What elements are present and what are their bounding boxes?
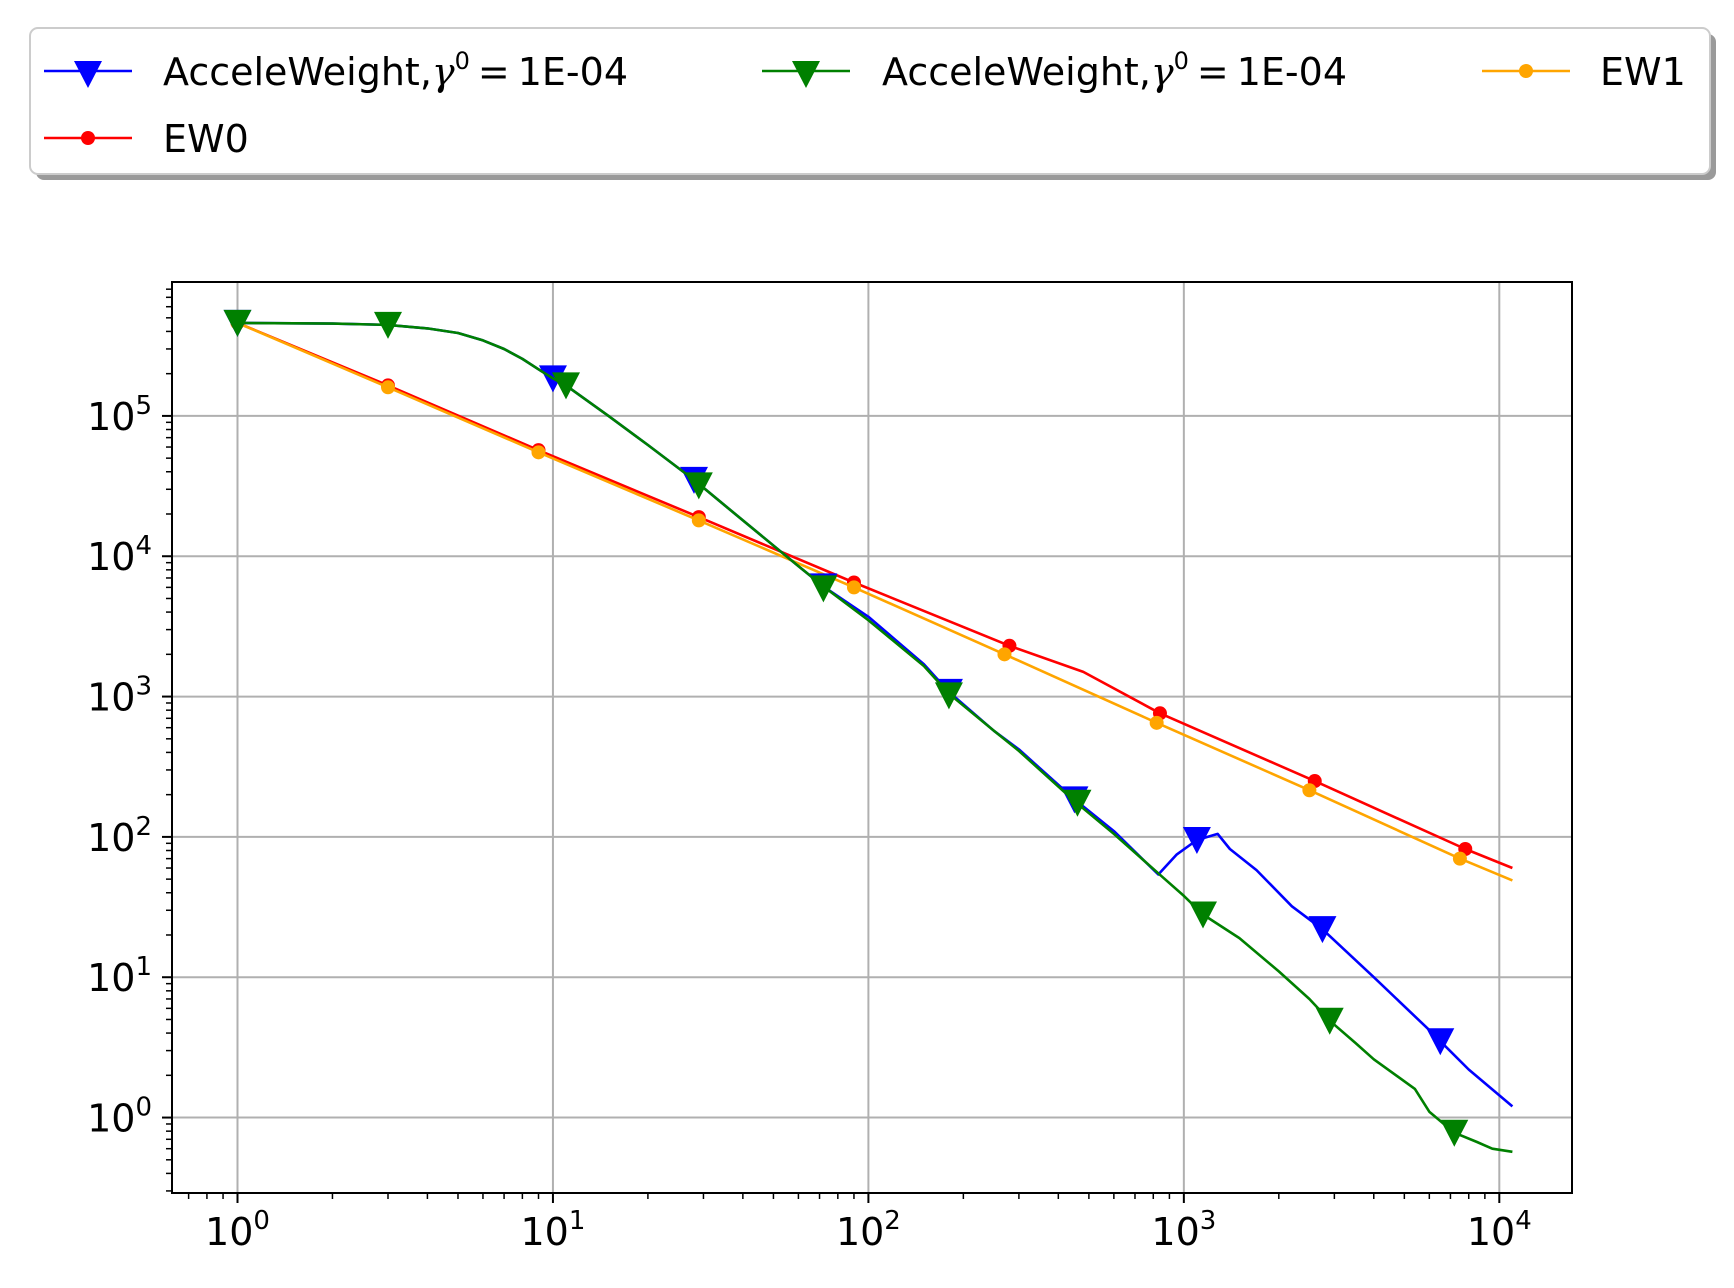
series-4-point bbox=[1452, 851, 1467, 866]
series-4-point bbox=[846, 580, 861, 595]
legend-frame bbox=[29, 27, 1711, 175]
y-tick-label-exp: 3 bbox=[135, 672, 152, 702]
y-tick-label-exp: 0 bbox=[135, 1093, 152, 1123]
legend-marker-series-1 bbox=[74, 61, 102, 88]
y-tick-label: 104 bbox=[87, 531, 152, 579]
legend-label-series-3: EW0 bbox=[163, 117, 249, 161]
y-tick-label-exp: 4 bbox=[135, 531, 152, 561]
series-2-point bbox=[1315, 1007, 1344, 1035]
y-tick-label-base: 10 bbox=[87, 816, 135, 860]
series-1-point bbox=[1426, 1028, 1455, 1056]
x-tick-label-exp: 1 bbox=[569, 1206, 586, 1236]
y-tick-label-base: 10 bbox=[87, 1097, 135, 1141]
x-tick-label: 104 bbox=[1467, 1206, 1532, 1254]
y-tick-label: 101 bbox=[87, 952, 152, 1000]
x-tick-label: 103 bbox=[1151, 1206, 1216, 1254]
series-2-point bbox=[552, 372, 581, 400]
series-2-point bbox=[1188, 901, 1217, 929]
legend-marker-series-4 bbox=[1519, 64, 1533, 78]
legend-marker-series-2 bbox=[792, 61, 820, 88]
series-2-point bbox=[374, 311, 403, 339]
y-tick-label-base: 10 bbox=[87, 535, 135, 579]
series-4-point bbox=[1302, 783, 1317, 798]
legend-label-series-1: AcceleWeight,γ0 = 1E-04 bbox=[163, 47, 628, 94]
plot-frame bbox=[171, 281, 1573, 1194]
x-tick-label-base: 10 bbox=[520, 1210, 568, 1254]
x-tick-label: 102 bbox=[836, 1206, 901, 1254]
y-tick-label: 102 bbox=[87, 812, 152, 860]
x-axis: 100 101 102 103 104 bbox=[205, 1193, 1532, 1254]
x-tick-label-exp: 4 bbox=[1515, 1206, 1532, 1236]
legend-entry-series-2: AcceleWeight,γ0 = 1E-04 bbox=[762, 47, 1347, 94]
x-tick-label-exp: 0 bbox=[253, 1206, 270, 1236]
x-tick-label-base: 10 bbox=[1151, 1210, 1199, 1254]
series-1-point bbox=[1308, 916, 1337, 944]
series-4-point bbox=[691, 513, 706, 528]
series-2 bbox=[223, 309, 1513, 1154]
legend-entry-series-3: EW0 bbox=[44, 117, 249, 161]
series-2-point bbox=[934, 682, 963, 710]
x-tick-label-exp: 2 bbox=[884, 1206, 901, 1236]
series-2-point bbox=[684, 472, 713, 500]
series-2-point bbox=[1440, 1119, 1469, 1147]
y-tick-label-base: 10 bbox=[87, 395, 135, 439]
y-tick-label: 100 bbox=[87, 1093, 152, 1141]
y-tick-label-exp: 5 bbox=[135, 391, 152, 421]
y-tick-label: 103 bbox=[87, 672, 152, 720]
series-4-point bbox=[531, 445, 546, 460]
series-2-point bbox=[223, 309, 252, 337]
series-1-point bbox=[1182, 827, 1211, 855]
x-tick-label-base: 10 bbox=[1467, 1210, 1515, 1254]
series-4-line bbox=[236, 321, 1513, 882]
series-2-point bbox=[1063, 789, 1092, 817]
legend-label-series-4: EW1 bbox=[1600, 50, 1686, 94]
x-tick-label: 101 bbox=[520, 1206, 585, 1254]
series-2-point bbox=[809, 575, 838, 603]
legend: AcceleWeight,γ0 = 1E-04 AcceleWeight,γ0 = 1E… bbox=[29, 27, 1716, 180]
y-tick-label-exp: 2 bbox=[135, 812, 152, 842]
y-tick-label-base: 10 bbox=[87, 956, 135, 1000]
y-tick-label-exp: 1 bbox=[135, 952, 152, 982]
x-tick-label-exp: 3 bbox=[1200, 1206, 1217, 1236]
plot-series bbox=[223, 309, 1514, 1154]
x-tick-label-base: 10 bbox=[205, 1210, 253, 1254]
series-4-point bbox=[381, 380, 396, 395]
grid bbox=[172, 282, 1572, 1193]
x-tick-label: 100 bbox=[205, 1206, 270, 1254]
series-4-point bbox=[1149, 715, 1164, 730]
y-tick-label-base: 10 bbox=[87, 676, 135, 720]
x-tick-label-base: 10 bbox=[836, 1210, 884, 1254]
legend-entry-series-1: AcceleWeight,γ0 = 1E-04 bbox=[44, 47, 628, 94]
y-tick-label: 105 bbox=[87, 391, 152, 439]
legend-entry-series-4: EW1 bbox=[1482, 50, 1686, 94]
legend-marker-series-3 bbox=[81, 131, 95, 145]
series-4-point bbox=[997, 647, 1012, 662]
legend-label-series-2: AcceleWeight,γ0 = 1E-04 bbox=[882, 47, 1347, 94]
